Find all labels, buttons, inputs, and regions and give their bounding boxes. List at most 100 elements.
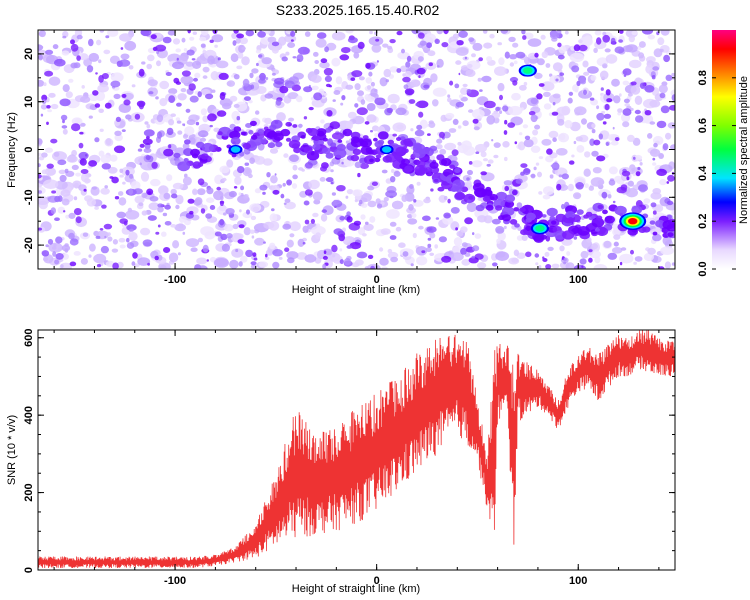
y-tick-label: 0	[23, 567, 35, 573]
heat-cell	[423, 198, 431, 204]
heat-cell	[46, 163, 54, 169]
heat-cell	[313, 92, 323, 101]
heat-cell	[172, 182, 184, 190]
heat-cell	[569, 52, 585, 63]
heat-cell	[460, 247, 467, 255]
heat-cell	[159, 80, 170, 90]
heat-cell	[138, 68, 145, 77]
hotspot-ring	[382, 146, 392, 153]
heat-cell	[226, 233, 233, 239]
heat-cell	[197, 178, 205, 186]
heat-cell	[38, 79, 45, 87]
heat-cell	[499, 110, 503, 114]
heat-cell	[322, 255, 328, 260]
heat-cell	[182, 176, 192, 186]
heat-cell	[427, 237, 432, 241]
heat-cell	[419, 40, 427, 46]
heat-cell	[316, 32, 327, 39]
heat-cell	[660, 105, 670, 114]
heat-cell	[495, 226, 505, 234]
hotspot-ring	[535, 225, 545, 232]
heat-cell	[444, 142, 457, 151]
heat-cell	[669, 104, 675, 111]
heat-cell	[457, 125, 462, 129]
heat-cell	[483, 42, 493, 49]
heat-cell	[418, 75, 421, 79]
heat-cell	[264, 117, 272, 125]
heat-cell	[565, 262, 575, 269]
heat-cell	[563, 261, 567, 265]
heat-cell	[88, 38, 94, 47]
heat-cell	[61, 198, 70, 206]
heat-cell	[55, 253, 64, 260]
heat-cell	[659, 168, 662, 172]
heat-cell	[292, 174, 298, 180]
heat-cell	[255, 49, 261, 54]
heat-cell	[652, 157, 656, 161]
heat-cell	[258, 78, 266, 84]
heat-cell	[59, 174, 67, 182]
heat-cell	[559, 245, 565, 252]
heat-band-cell	[413, 142, 422, 150]
heat-cell	[304, 254, 317, 263]
heat-cell	[596, 155, 606, 162]
heat-cell	[178, 216, 187, 223]
heat-cell	[148, 202, 160, 211]
heat-cell	[432, 99, 439, 107]
heat-cell	[118, 103, 131, 113]
heat-band-cell	[330, 142, 337, 148]
heat-band-cell	[591, 217, 605, 228]
heat-cell	[613, 241, 619, 247]
heat-cell	[519, 132, 523, 136]
heat-cell	[246, 209, 250, 215]
heat-cell	[657, 37, 665, 46]
heat-cell	[199, 36, 207, 42]
heat-cell	[240, 185, 245, 191]
heat-cell	[252, 252, 257, 257]
heat-cell	[402, 251, 409, 257]
heat-cell	[206, 259, 209, 262]
heat-cell	[389, 221, 397, 227]
heat-cell	[466, 88, 472, 94]
heat-cell	[197, 237, 203, 243]
heat-band-cell	[540, 234, 547, 240]
heat-cell	[535, 262, 539, 266]
heat-cell	[235, 248, 239, 253]
heat-cell	[202, 244, 209, 253]
heat-band-cell	[242, 142, 251, 150]
heat-cell	[556, 183, 562, 191]
heat-cell	[533, 166, 537, 171]
heat-band-cell	[183, 158, 189, 162]
heat-cell	[248, 130, 254, 135]
heat-cell	[650, 202, 657, 208]
heat-band-cell	[604, 215, 615, 224]
heat-cell	[512, 42, 519, 48]
heat-cell	[138, 101, 145, 110]
heat-cell	[196, 257, 208, 265]
heat-cell	[217, 57, 221, 61]
heat-cell	[130, 181, 141, 190]
heat-cell	[486, 56, 493, 62]
heat-cell	[436, 138, 443, 144]
heat-cell	[199, 137, 207, 142]
heat-cell	[370, 81, 375, 87]
heat-cell	[614, 175, 623, 183]
heat-band-cell	[267, 142, 276, 149]
heat-cell	[480, 171, 488, 176]
heat-cell	[144, 121, 149, 125]
heat-cell	[173, 77, 180, 84]
heat-cell	[38, 190, 42, 194]
heat-cell	[651, 75, 656, 80]
heat-cell	[225, 208, 235, 215]
heat-cell	[402, 76, 411, 83]
heat-cell	[145, 155, 151, 161]
heat-cell	[435, 217, 440, 220]
heat-cell	[308, 106, 314, 111]
heat-cell	[109, 176, 114, 179]
heat-cell	[155, 231, 160, 235]
heat-band-cell	[504, 194, 516, 203]
heat-cell	[58, 169, 66, 175]
heat-cell	[324, 75, 332, 83]
heat-cell	[467, 169, 473, 176]
heat-cell	[79, 131, 84, 135]
